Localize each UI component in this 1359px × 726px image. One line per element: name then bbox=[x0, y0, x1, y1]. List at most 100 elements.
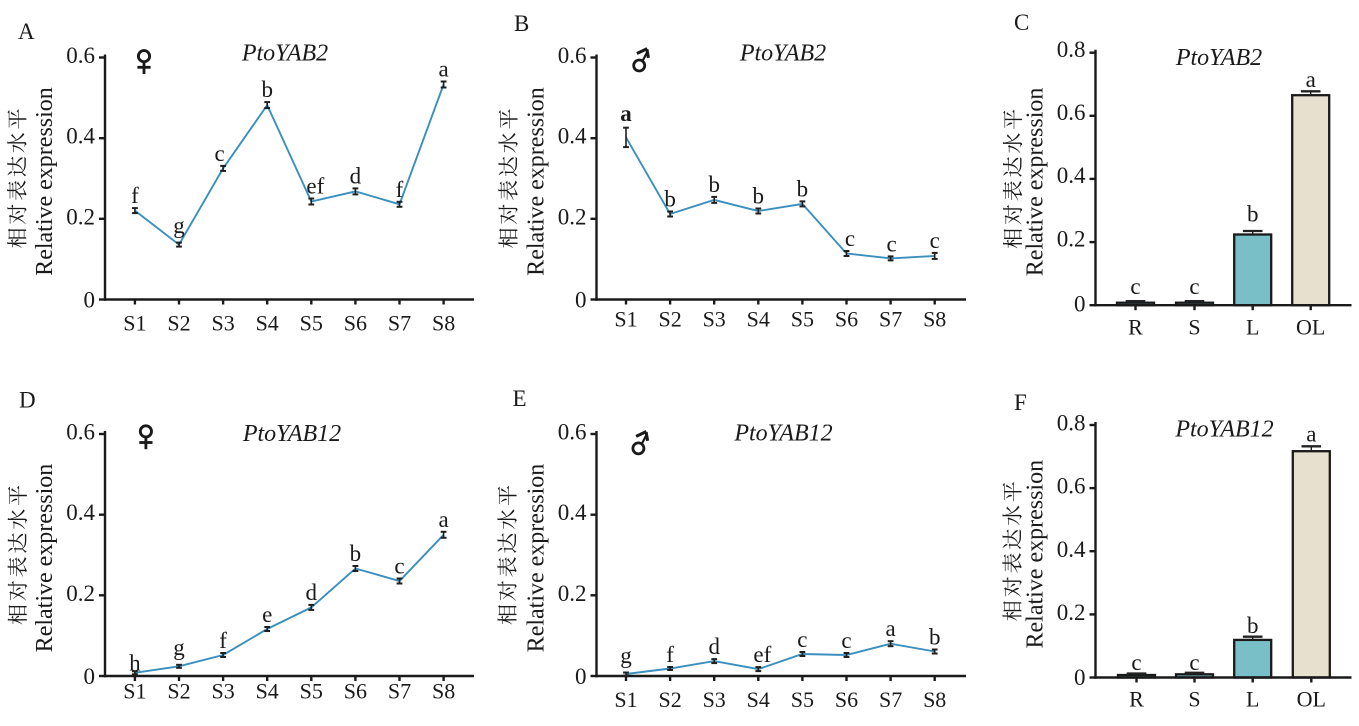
svg-text:S5: S5 bbox=[300, 679, 323, 704]
svg-text:0.6: 0.6 bbox=[1057, 474, 1086, 499]
svg-text:S4: S4 bbox=[256, 310, 279, 335]
svg-text:S6: S6 bbox=[344, 310, 367, 335]
svg-text:S3: S3 bbox=[703, 687, 726, 712]
svg-text:S4: S4 bbox=[747, 306, 770, 331]
svg-text:0.8: 0.8 bbox=[1057, 37, 1086, 62]
svg-text:E: E bbox=[513, 386, 527, 411]
svg-text:0.4: 0.4 bbox=[558, 124, 587, 149]
svg-text:a: a bbox=[1306, 422, 1316, 447]
svg-text:0.6: 0.6 bbox=[66, 43, 95, 68]
svg-text:b: b bbox=[664, 187, 676, 212]
svg-text:f: f bbox=[396, 177, 404, 202]
svg-text:a: a bbox=[620, 101, 632, 126]
svg-text:b: b bbox=[1247, 202, 1259, 227]
svg-text:0.2: 0.2 bbox=[558, 204, 587, 229]
svg-text:0: 0 bbox=[1074, 292, 1086, 317]
svg-text:Relative expression: Relative expression bbox=[524, 87, 550, 276]
svg-text:S8: S8 bbox=[923, 687, 946, 712]
svg-text:d: d bbox=[306, 580, 318, 605]
svg-text:e: e bbox=[262, 602, 272, 627]
svg-text:c: c bbox=[214, 141, 224, 166]
svg-text:S7: S7 bbox=[879, 687, 902, 712]
svg-text:OL: OL bbox=[1297, 687, 1326, 712]
svg-text:d: d bbox=[350, 163, 362, 188]
svg-text:L: L bbox=[1246, 315, 1259, 340]
svg-text:0: 0 bbox=[84, 288, 96, 313]
svg-text:C: C bbox=[1014, 10, 1029, 35]
svg-text:S4: S4 bbox=[256, 679, 279, 704]
svg-text:a: a bbox=[1306, 67, 1316, 92]
svg-text:0.6: 0.6 bbox=[1057, 100, 1086, 125]
svg-text:PtoYAB12: PtoYAB12 bbox=[242, 421, 341, 447]
svg-text:S3: S3 bbox=[703, 306, 726, 331]
svg-text:f: f bbox=[219, 628, 227, 653]
svg-text:c: c bbox=[930, 228, 940, 253]
svg-text:a: a bbox=[438, 57, 448, 82]
svg-text:0.6: 0.6 bbox=[558, 43, 587, 68]
svg-text:0: 0 bbox=[1074, 665, 1086, 690]
svg-text:PtoYAB12: PtoYAB12 bbox=[1174, 417, 1273, 443]
svg-text:0.4: 0.4 bbox=[558, 500, 587, 525]
svg-text:PtoYAB2: PtoYAB2 bbox=[241, 41, 328, 67]
svg-text:S7: S7 bbox=[388, 679, 411, 704]
svg-text:0: 0 bbox=[84, 664, 96, 689]
svg-text:S1: S1 bbox=[614, 687, 637, 712]
svg-text:c: c bbox=[886, 231, 896, 256]
svg-text:0.4: 0.4 bbox=[1057, 537, 1086, 562]
svg-text:b: b bbox=[929, 625, 941, 650]
svg-text:c: c bbox=[1130, 274, 1140, 299]
svg-text:0.4: 0.4 bbox=[66, 500, 95, 525]
svg-text:Relative expression: Relative expression bbox=[32, 464, 58, 653]
svg-text:S5: S5 bbox=[300, 310, 323, 335]
svg-text:b: b bbox=[797, 176, 809, 201]
svg-text:0: 0 bbox=[575, 664, 587, 689]
svg-text:Relative expression: Relative expression bbox=[1023, 88, 1049, 277]
svg-text:0.2: 0.2 bbox=[66, 581, 95, 606]
svg-text:B: B bbox=[514, 11, 529, 36]
svg-text:S2: S2 bbox=[658, 306, 681, 331]
svg-text:c: c bbox=[1189, 274, 1199, 299]
svg-text:0.4: 0.4 bbox=[66, 124, 95, 149]
svg-text:g: g bbox=[173, 635, 185, 660]
svg-text:S7: S7 bbox=[879, 306, 902, 331]
svg-text:S2: S2 bbox=[167, 679, 190, 704]
svg-text:c: c bbox=[394, 554, 404, 579]
svg-text:S6: S6 bbox=[835, 306, 858, 331]
svg-text:c: c bbox=[1131, 650, 1141, 675]
svg-text:a: a bbox=[885, 616, 895, 641]
svg-text:f: f bbox=[131, 183, 139, 208]
svg-text:S3: S3 bbox=[211, 679, 234, 704]
svg-text:S8: S8 bbox=[432, 679, 455, 704]
svg-text:PtoYAB2: PtoYAB2 bbox=[1175, 45, 1262, 71]
svg-text:S2: S2 bbox=[167, 310, 190, 335]
svg-text:c: c bbox=[845, 226, 855, 251]
svg-text:S5: S5 bbox=[791, 687, 814, 712]
svg-text:a: a bbox=[438, 507, 448, 532]
svg-text:b: b bbox=[753, 184, 765, 209]
svg-text:S1: S1 bbox=[123, 310, 146, 335]
svg-text:S1: S1 bbox=[123, 679, 146, 704]
svg-text:0.2: 0.2 bbox=[1057, 226, 1086, 251]
svg-text:PtoYAB12: PtoYAB12 bbox=[733, 421, 832, 447]
svg-text:OL: OL bbox=[1296, 315, 1325, 340]
svg-text:g: g bbox=[620, 643, 632, 668]
svg-text:f: f bbox=[666, 642, 674, 667]
svg-text:D: D bbox=[19, 388, 36, 413]
svg-text:h: h bbox=[129, 650, 141, 675]
svg-text:ef: ef bbox=[306, 174, 324, 199]
svg-text:S5: S5 bbox=[791, 306, 814, 331]
svg-text:F: F bbox=[1014, 390, 1027, 415]
svg-text:0.6: 0.6 bbox=[558, 420, 587, 445]
svg-text:0.2: 0.2 bbox=[1057, 600, 1086, 625]
svg-text:L: L bbox=[1246, 687, 1259, 712]
svg-text:c: c bbox=[797, 627, 807, 652]
svg-text:S6: S6 bbox=[344, 679, 367, 704]
svg-text:0: 0 bbox=[575, 288, 587, 313]
svg-text:S: S bbox=[1188, 315, 1200, 340]
svg-text:b: b bbox=[708, 172, 720, 197]
svg-text:b: b bbox=[1247, 613, 1259, 638]
svg-text:S6: S6 bbox=[835, 687, 858, 712]
svg-text:d: d bbox=[708, 634, 720, 659]
svg-text:S2: S2 bbox=[658, 687, 681, 712]
svg-text:S8: S8 bbox=[923, 306, 946, 331]
